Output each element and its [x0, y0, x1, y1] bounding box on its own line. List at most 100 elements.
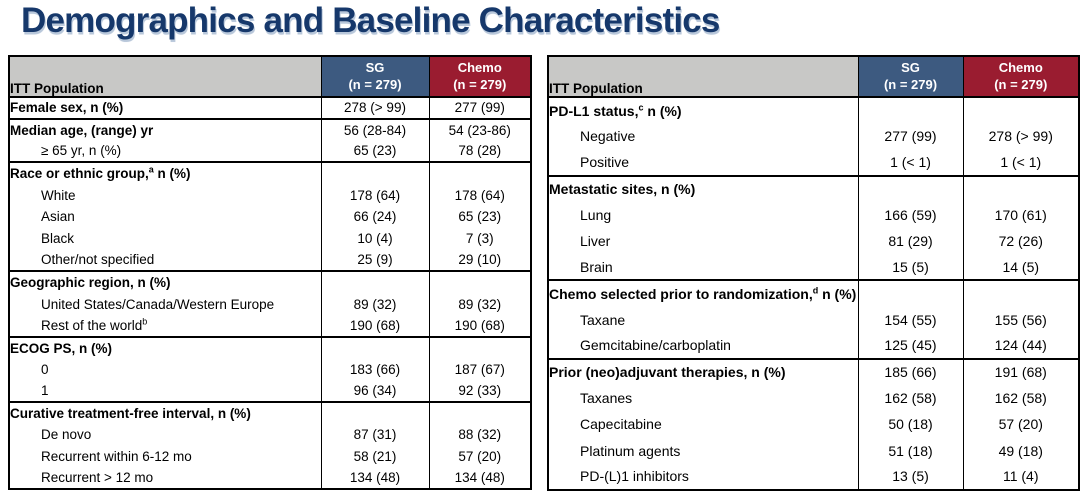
- chemo-value-cell: 57 (20): [962, 411, 1079, 438]
- chemo-value-cell: 57 (20): [428, 445, 531, 468]
- row-label: Other/not specified: [41, 252, 155, 268]
- table-row: Black 10 (4) 7 (3): [9, 227, 531, 250]
- chemo-value-cell: 155 (56): [962, 306, 1079, 333]
- sg-value-cell: 1 (< 1): [857, 149, 963, 176]
- row-label: Chemo selected prior to randomization,d …: [549, 285, 857, 302]
- chemo-label: Chemo: [998, 59, 1043, 75]
- sg-value-cell: 15 (5): [857, 254, 963, 281]
- chemo-value-cell: [428, 162, 531, 185]
- footnote-marker: b: [142, 316, 148, 327]
- column-header-chemo: Chemo (n = 279): [428, 56, 531, 97]
- column-header-population: ITT Population: [548, 56, 858, 97]
- chemo-value-cell: 162 (58): [962, 385, 1079, 412]
- header-row: ITT Population SG (n = 279) Chemo (n = 2…: [548, 56, 1079, 97]
- table-row: Gemcitabine/carboplatin 125 (45) 124 (44): [548, 332, 1079, 359]
- chemo-value-cell: 187 (67): [428, 358, 531, 381]
- chemo-value-cell: 277 (99): [428, 97, 531, 119]
- table-row: Negative 277 (99) 278 (> 99): [548, 123, 1079, 150]
- chemo-value-cell: 190 (68): [428, 314, 531, 337]
- row-label: White: [41, 187, 76, 203]
- row-group: Median age, (range) yr 56 (28-84) 54 (23-8…: [9, 118, 531, 163]
- chemo-value-cell: 89 (32): [428, 293, 531, 315]
- footnote-marker: c: [638, 101, 644, 112]
- table-row: White 178 (64) 178 (64): [9, 184, 531, 206]
- chemo-value-cell: 88 (32): [428, 423, 531, 446]
- row-label: PD-L1 status,c n (%): [549, 101, 682, 119]
- sg-value-cell: 66 (24): [320, 205, 429, 228]
- chemo-value-cell: [428, 402, 531, 424]
- sg-value-cell: 178 (64): [320, 184, 429, 206]
- table-row: PD-L1 status,c n (%): [548, 97, 1079, 124]
- row-label: Gemcitabine/carboplatin: [580, 337, 731, 354]
- table-row: Race or ethnic group,a n (%): [9, 162, 531, 185]
- chemo-value-cell: 49 (18): [962, 437, 1079, 464]
- chemo-value-cell: 170 (61): [962, 201, 1079, 228]
- table-row: Rest of the worldb 190 (68) 190 (68): [9, 314, 531, 337]
- row-label: Asian: [41, 209, 75, 225]
- sg-value-cell: 56 (28-84): [320, 118, 429, 141]
- row-label: Taxane: [580, 311, 626, 328]
- sg-value-cell: [320, 336, 429, 359]
- chemo-value-cell: 78 (28): [428, 140, 531, 163]
- row-group: PD-L1 status,c n (%) Negative 277 (99) 278 …: [548, 97, 1079, 176]
- sg-value-cell: 65 (23): [320, 140, 429, 163]
- page-title: Demographics and Baseline Characteristic…: [21, 1, 720, 40]
- table-row: Female sex, n (%) 278 (> 99) 277 (99): [9, 97, 531, 119]
- chemo-value-cell: 29 (10): [428, 249, 531, 272]
- sg-label: SG: [365, 59, 385, 75]
- row-group: Metastatic sites, n (%) Lung 166 (59) 170 (…: [548, 175, 1079, 281]
- column-header-sg: SG (n = 279): [857, 56, 963, 97]
- chemo-value-cell: [962, 97, 1079, 124]
- table-row: 1 96 (34) 92 (33): [9, 380, 531, 403]
- chemo-value-cell: 92 (33): [428, 380, 531, 403]
- row-label: Liver: [580, 233, 611, 250]
- chemo-value-cell: [428, 336, 531, 359]
- row-label: Recurrent within 6-12 mo: [41, 449, 192, 465]
- table-row: Capecitabine 50 (18) 57 (20): [548, 411, 1079, 438]
- column-header-sg: SG (n = 279): [320, 56, 429, 97]
- row-label: Negative: [580, 128, 636, 145]
- sg-label: SG: [901, 59, 920, 75]
- row-label: Recurrent > 12 mo: [41, 470, 154, 486]
- row-label: PD-(L)1 inhibitors: [580, 468, 689, 485]
- column-header-population: ITT Population: [9, 56, 321, 97]
- chemo-value-cell: 178 (64): [428, 184, 531, 206]
- table-row: United States/Canada/Western Europe 89 (3…: [9, 293, 531, 315]
- chemo-value-cell: 191 (68): [962, 358, 1079, 386]
- sg-value-cell: 96 (34): [320, 380, 429, 403]
- table-row: Metastatic sites, n (%): [548, 175, 1079, 202]
- table-row: Recurrent within 6-12 mo 58 (21) 57 (20): [9, 445, 531, 468]
- row-group: Chemo selected prior to randomization,d …: [548, 280, 1079, 359]
- row-label: Black: [41, 231, 75, 247]
- demographics-table-right: ITT Population SG (n = 279) Chemo (n = 2…: [547, 55, 1080, 491]
- sg-value-cell: 154 (55): [857, 306, 963, 333]
- sg-value-cell: 162 (58): [857, 385, 963, 412]
- row-label: Rest of the worldb: [41, 316, 148, 333]
- sg-value-cell: 166 (59): [857, 201, 963, 228]
- sg-value-cell: 51 (18): [857, 437, 963, 464]
- row-group: Female sex, n (%) 278 (> 99) 277 (99): [9, 97, 531, 119]
- row-group: ECOG PS, n (%) 0 183 (66) 187 (67) 1 96 (34) 9…: [9, 336, 531, 403]
- row-label: Prior (neo)adjuvant therapies, n (%): [549, 364, 786, 381]
- chemo-value-cell: 65 (23): [428, 205, 531, 228]
- row-label: Metastatic sites, n (%): [549, 181, 696, 198]
- table-row: Median age, (range) yr 56 (28-84) 54 (23-8…: [9, 118, 531, 141]
- chemo-value-cell: [428, 271, 531, 294]
- chemo-value-cell: 1 (< 1): [962, 149, 1079, 176]
- table-row: Other/not specified 25 (9) 29 (10): [9, 249, 531, 272]
- table-row: Prior (neo)adjuvant therapies, n (%) 185 …: [548, 358, 1079, 386]
- sg-value-cell: 10 (4): [320, 227, 429, 250]
- table-row: 0 183 (66) 187 (67): [9, 358, 531, 381]
- chemo-label: Chemo: [457, 59, 502, 75]
- row-label: ECOG PS, n (%): [10, 340, 113, 356]
- footnote-marker: d: [812, 285, 819, 296]
- table-row: Platinum agents 51 (18) 49 (18): [548, 437, 1079, 464]
- chemo-n: (n = 279): [994, 76, 1048, 92]
- chemo-value-cell: 124 (44): [962, 332, 1079, 359]
- sg-value-cell: [857, 175, 963, 202]
- row-group: Geographic region, n (%) United States/Ca…: [9, 271, 531, 337]
- chemo-value-cell: 11 (4): [962, 463, 1079, 490]
- table-row: Curative treatment-free interval, n (%): [9, 402, 531, 424]
- sg-value-cell: [320, 271, 429, 294]
